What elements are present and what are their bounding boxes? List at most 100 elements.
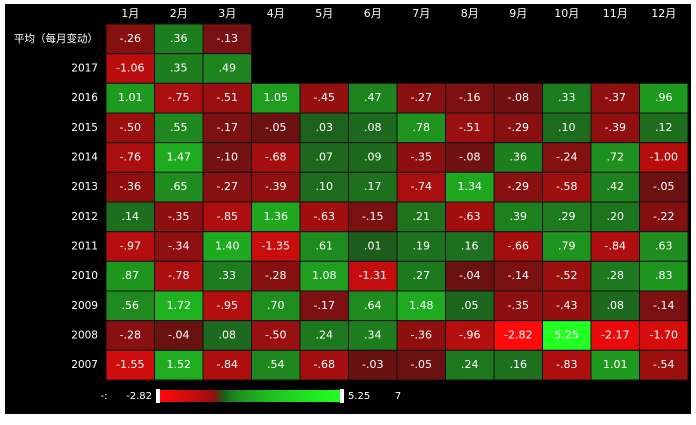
cell-label: .36 <box>170 32 188 45</box>
heatmap-cell <box>105 260 155 292</box>
heatmap-cell <box>396 171 446 203</box>
row-label: 2016 <box>71 92 98 104</box>
heatmap-cell <box>493 290 543 322</box>
heatmap-cell <box>202 23 252 55</box>
heatmap-cell <box>493 171 543 203</box>
cell-label: .54 <box>267 358 285 371</box>
cell-label: -.16 <box>459 91 480 104</box>
heatmap-cell <box>202 112 252 144</box>
cell-label: -1.35 <box>262 240 290 253</box>
cell-label: -.22 <box>653 210 674 223</box>
cell-label: 1.08 <box>312 269 337 282</box>
row-label: 2015 <box>71 122 98 134</box>
row-label: 2012 <box>71 211 98 223</box>
cell-label: .27 <box>413 269 431 282</box>
heatmap-cell <box>396 349 446 381</box>
row-label: 2010 <box>71 270 98 282</box>
row-label: 平均（每月变动） <box>14 32 98 45</box>
cell-label: .16 <box>461 240 479 253</box>
cell-label: .17 <box>364 180 382 193</box>
cell-label: .47 <box>364 91 382 104</box>
cell-label: -.28 <box>265 269 286 282</box>
column-label: 4月 <box>267 7 285 20</box>
heatmap-cell <box>154 231 204 262</box>
cell-label: .03 <box>316 121 334 134</box>
heatmap-cell <box>396 260 446 292</box>
heatmap-cell <box>590 320 640 351</box>
heatmap-cell <box>590 82 640 114</box>
cell-label: -.95 <box>217 299 238 312</box>
cell-label: 5.25 <box>555 329 580 342</box>
cell-label: 1.34 <box>458 180 483 193</box>
heatmap-cell <box>348 290 398 322</box>
heatmap-cell <box>639 171 689 203</box>
cell-label: .10 <box>558 121 576 134</box>
heatmap-cell <box>445 82 495 114</box>
cell-label: -.24 <box>556 151 577 164</box>
cell-label: -1.31 <box>359 269 387 282</box>
heatmap-cell <box>445 260 495 292</box>
cell-label: -.08 <box>459 151 480 164</box>
cell-label: .39 <box>510 210 528 223</box>
heatmap-cell <box>639 231 689 262</box>
cell-label: -.13 <box>217 32 238 45</box>
cell-label: -.10 <box>217 151 238 164</box>
cell-label: -.36 <box>411 329 432 342</box>
heatmap-cell <box>105 201 155 233</box>
heatmap-cell <box>202 290 252 322</box>
heatmap-cell <box>348 201 398 233</box>
heatmap-cell <box>445 290 495 322</box>
column-label: 1月 <box>121 7 139 20</box>
heatmap-cell <box>396 112 446 144</box>
heatmap-cell <box>493 349 543 381</box>
heatmap-cell <box>493 320 543 351</box>
cell-label: .70 <box>267 299 285 312</box>
heatmap-cell <box>396 231 446 262</box>
cell-label: -.36 <box>120 180 141 193</box>
heatmap-cell <box>105 171 155 203</box>
cell-label: .08 <box>607 299 625 312</box>
heatmap-cell <box>590 290 640 322</box>
cell-label: .29 <box>558 210 576 223</box>
cell-label: .72 <box>607 151 625 164</box>
cell-label: 1.72 <box>167 299 192 312</box>
cell-label: -.50 <box>120 121 141 134</box>
cell-label: 1.47 <box>167 151 192 164</box>
cell-label: 1.40 <box>215 240 240 253</box>
cell-label: -.45 <box>314 91 335 104</box>
heatmap-cell <box>445 142 495 173</box>
cell-label: -.75 <box>168 91 189 104</box>
cell-label: -.68 <box>314 358 335 371</box>
heatmap-cell <box>299 320 349 351</box>
cell-label: -.26 <box>120 32 141 45</box>
cell-label: -.37 <box>605 91 626 104</box>
heatmap-cell <box>590 112 640 144</box>
heatmap-cell <box>639 142 689 173</box>
cell-label: -.04 <box>459 269 480 282</box>
cell-label: -.35 <box>411 151 432 164</box>
cell-label: -.51 <box>217 91 238 104</box>
column-label: 5月 <box>315 7 333 20</box>
cell-label: -.27 <box>217 180 238 193</box>
cell-label: 1.05 <box>264 91 289 104</box>
heatmap-cell <box>493 142 543 173</box>
cell-label: -2.82 <box>504 329 532 342</box>
cell-label: .61 <box>316 240 334 253</box>
cell-label: .78 <box>413 121 431 134</box>
heatmap-cell <box>105 112 155 144</box>
cell-label: -.15 <box>362 210 383 223</box>
cell-label: -.97 <box>120 240 141 253</box>
heatmap-cell <box>493 82 543 114</box>
cell-label: -.74 <box>411 180 432 193</box>
heatmap-cell <box>493 260 543 292</box>
cell-label: .09 <box>364 151 382 164</box>
heatmap-cell <box>590 142 640 173</box>
heatmap-cell <box>542 231 592 262</box>
column-label: 11月 <box>603 7 628 20</box>
cell-label: -.05 <box>411 358 432 371</box>
row-label: 2014 <box>71 152 98 164</box>
column-label: 8月 <box>461 7 479 20</box>
cell-label: -.27 <box>411 91 432 104</box>
heatmap-cell <box>154 82 204 114</box>
cell-label: -.35 <box>168 210 189 223</box>
